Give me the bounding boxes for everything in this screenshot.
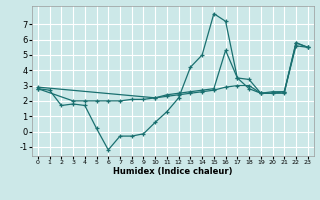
X-axis label: Humidex (Indice chaleur): Humidex (Indice chaleur) [113, 167, 233, 176]
